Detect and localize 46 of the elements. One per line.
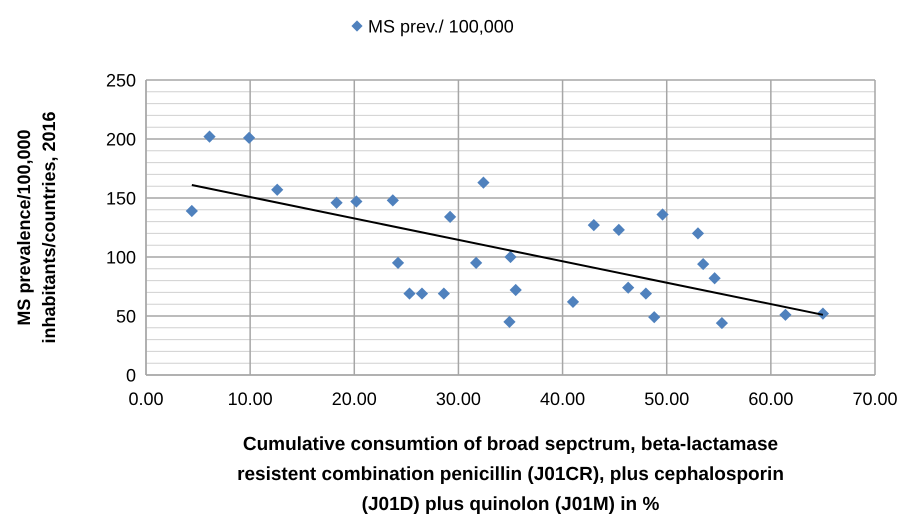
x-tick-label: 60.00 (748, 389, 794, 409)
y-tick-label: 250 (106, 70, 136, 90)
point (692, 227, 704, 240)
point (203, 130, 216, 143)
point (403, 287, 416, 300)
point (779, 308, 792, 321)
y-axis-title: MS prevalence/100,000 inhabitants/countries, 2016 (14, 111, 59, 344)
point (503, 316, 516, 328)
y-tick-label: 150 (106, 188, 136, 208)
point (566, 296, 580, 308)
point (386, 194, 399, 206)
point (416, 287, 428, 300)
y-tick-label: 200 (106, 129, 136, 150)
point (477, 176, 490, 189)
point (612, 224, 625, 236)
x-tick-label: 30.00 (436, 389, 481, 409)
x-tick-label: 40.00 (540, 389, 586, 409)
x-axis-title: Cumulative consumtion of broad sepctrum, beta-lactamase resistent combination penicillin (J01CR), plus cephalosporin (J01D) plus quinolon (J01M) in % (237, 434, 784, 515)
point (242, 132, 256, 144)
point (470, 256, 482, 270)
x-tick-label: 20.00 (332, 389, 377, 409)
point (640, 287, 652, 300)
x-tick-label: 50.00 (644, 389, 690, 409)
point (588, 219, 600, 232)
point (648, 311, 660, 324)
point (444, 210, 456, 223)
y-tick-label: 100 (106, 247, 136, 268)
x-tick-label: 0.00 (128, 389, 164, 409)
point (271, 184, 284, 196)
point (504, 250, 517, 264)
point (392, 256, 404, 270)
y-tick-label: 50 (116, 306, 136, 326)
point (716, 316, 728, 330)
y-tick-label: 0 (126, 365, 136, 386)
point (697, 258, 710, 270)
x-tick-label: 70.00 (852, 389, 898, 409)
point (186, 204, 198, 218)
legend-label: MS prev./ 100,000 (368, 16, 514, 36)
point (656, 208, 669, 221)
point (622, 282, 634, 294)
point (510, 284, 522, 296)
x-tick-label: 10.00 (228, 389, 273, 409)
point (708, 272, 721, 284)
point (438, 287, 450, 300)
point (350, 195, 362, 208)
point (330, 196, 343, 209)
